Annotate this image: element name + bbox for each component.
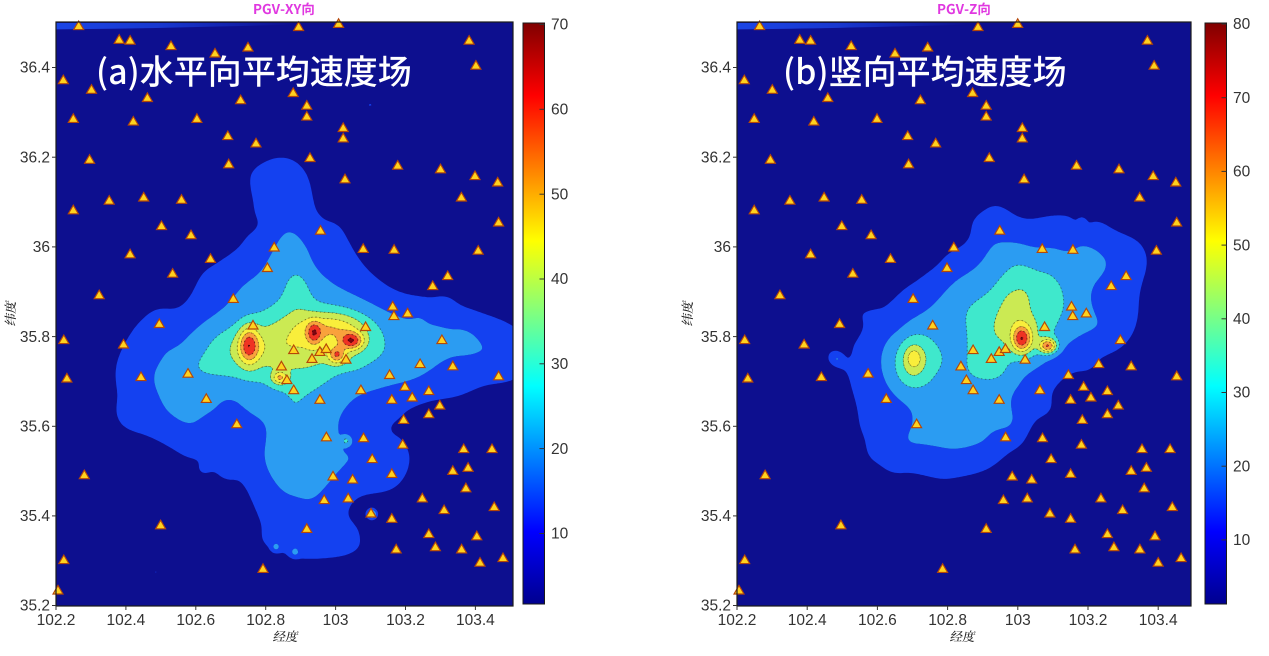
svg-text:36: 36 — [714, 239, 731, 256]
svg-text:35.8: 35.8 — [20, 329, 50, 346]
svg-text:60: 60 — [551, 102, 569, 119]
svg-text:80: 80 — [1233, 16, 1251, 33]
svg-text:10: 10 — [1233, 532, 1251, 549]
svg-text:103: 103 — [323, 612, 349, 629]
svg-text:30: 30 — [1233, 385, 1251, 402]
svg-text:50: 50 — [1233, 237, 1251, 254]
svg-text:102.4: 102.4 — [107, 612, 146, 629]
svg-text:10: 10 — [551, 526, 569, 543]
svg-text:35.6: 35.6 — [701, 419, 731, 436]
svg-text:102.8: 102.8 — [928, 612, 967, 629]
svg-text:35.8: 35.8 — [701, 329, 731, 346]
svg-text:36.2: 36.2 — [701, 149, 731, 166]
svg-text:103.4: 103.4 — [1139, 612, 1178, 629]
svg-text:102.6: 102.6 — [176, 612, 215, 629]
svg-text:103.4: 103.4 — [456, 612, 495, 629]
svg-text:60: 60 — [1233, 164, 1251, 181]
svg-text:103: 103 — [1005, 612, 1031, 629]
svg-text:70: 70 — [551, 17, 569, 34]
svg-text:102.4: 102.4 — [788, 612, 827, 629]
svg-text:50: 50 — [551, 186, 569, 203]
svg-text:35.6: 35.6 — [20, 419, 50, 436]
svg-text:103.2: 103.2 — [386, 612, 425, 629]
svg-text:36.2: 36.2 — [20, 149, 50, 166]
svg-text:36.4: 36.4 — [20, 60, 51, 77]
svg-text:35.4: 35.4 — [701, 508, 732, 525]
svg-text:20: 20 — [1233, 458, 1251, 475]
svg-text:40: 40 — [1233, 311, 1251, 328]
svg-text:30: 30 — [551, 356, 569, 373]
svg-text:35.2: 35.2 — [20, 598, 50, 615]
svg-text:36.4: 36.4 — [701, 60, 732, 77]
svg-text:35.2: 35.2 — [701, 598, 731, 615]
svg-text:102.8: 102.8 — [246, 612, 285, 629]
svg-text:40: 40 — [551, 271, 569, 288]
svg-text:102.6: 102.6 — [858, 612, 897, 629]
svg-text:35.4: 35.4 — [20, 508, 51, 525]
svg-text:103.2: 103.2 — [1069, 612, 1108, 629]
svg-text:20: 20 — [551, 441, 569, 458]
svg-text:102.2: 102.2 — [718, 612, 757, 629]
svg-text:102.2: 102.2 — [37, 612, 76, 629]
svg-text:70: 70 — [1233, 90, 1251, 107]
svg-text:36: 36 — [33, 239, 50, 256]
